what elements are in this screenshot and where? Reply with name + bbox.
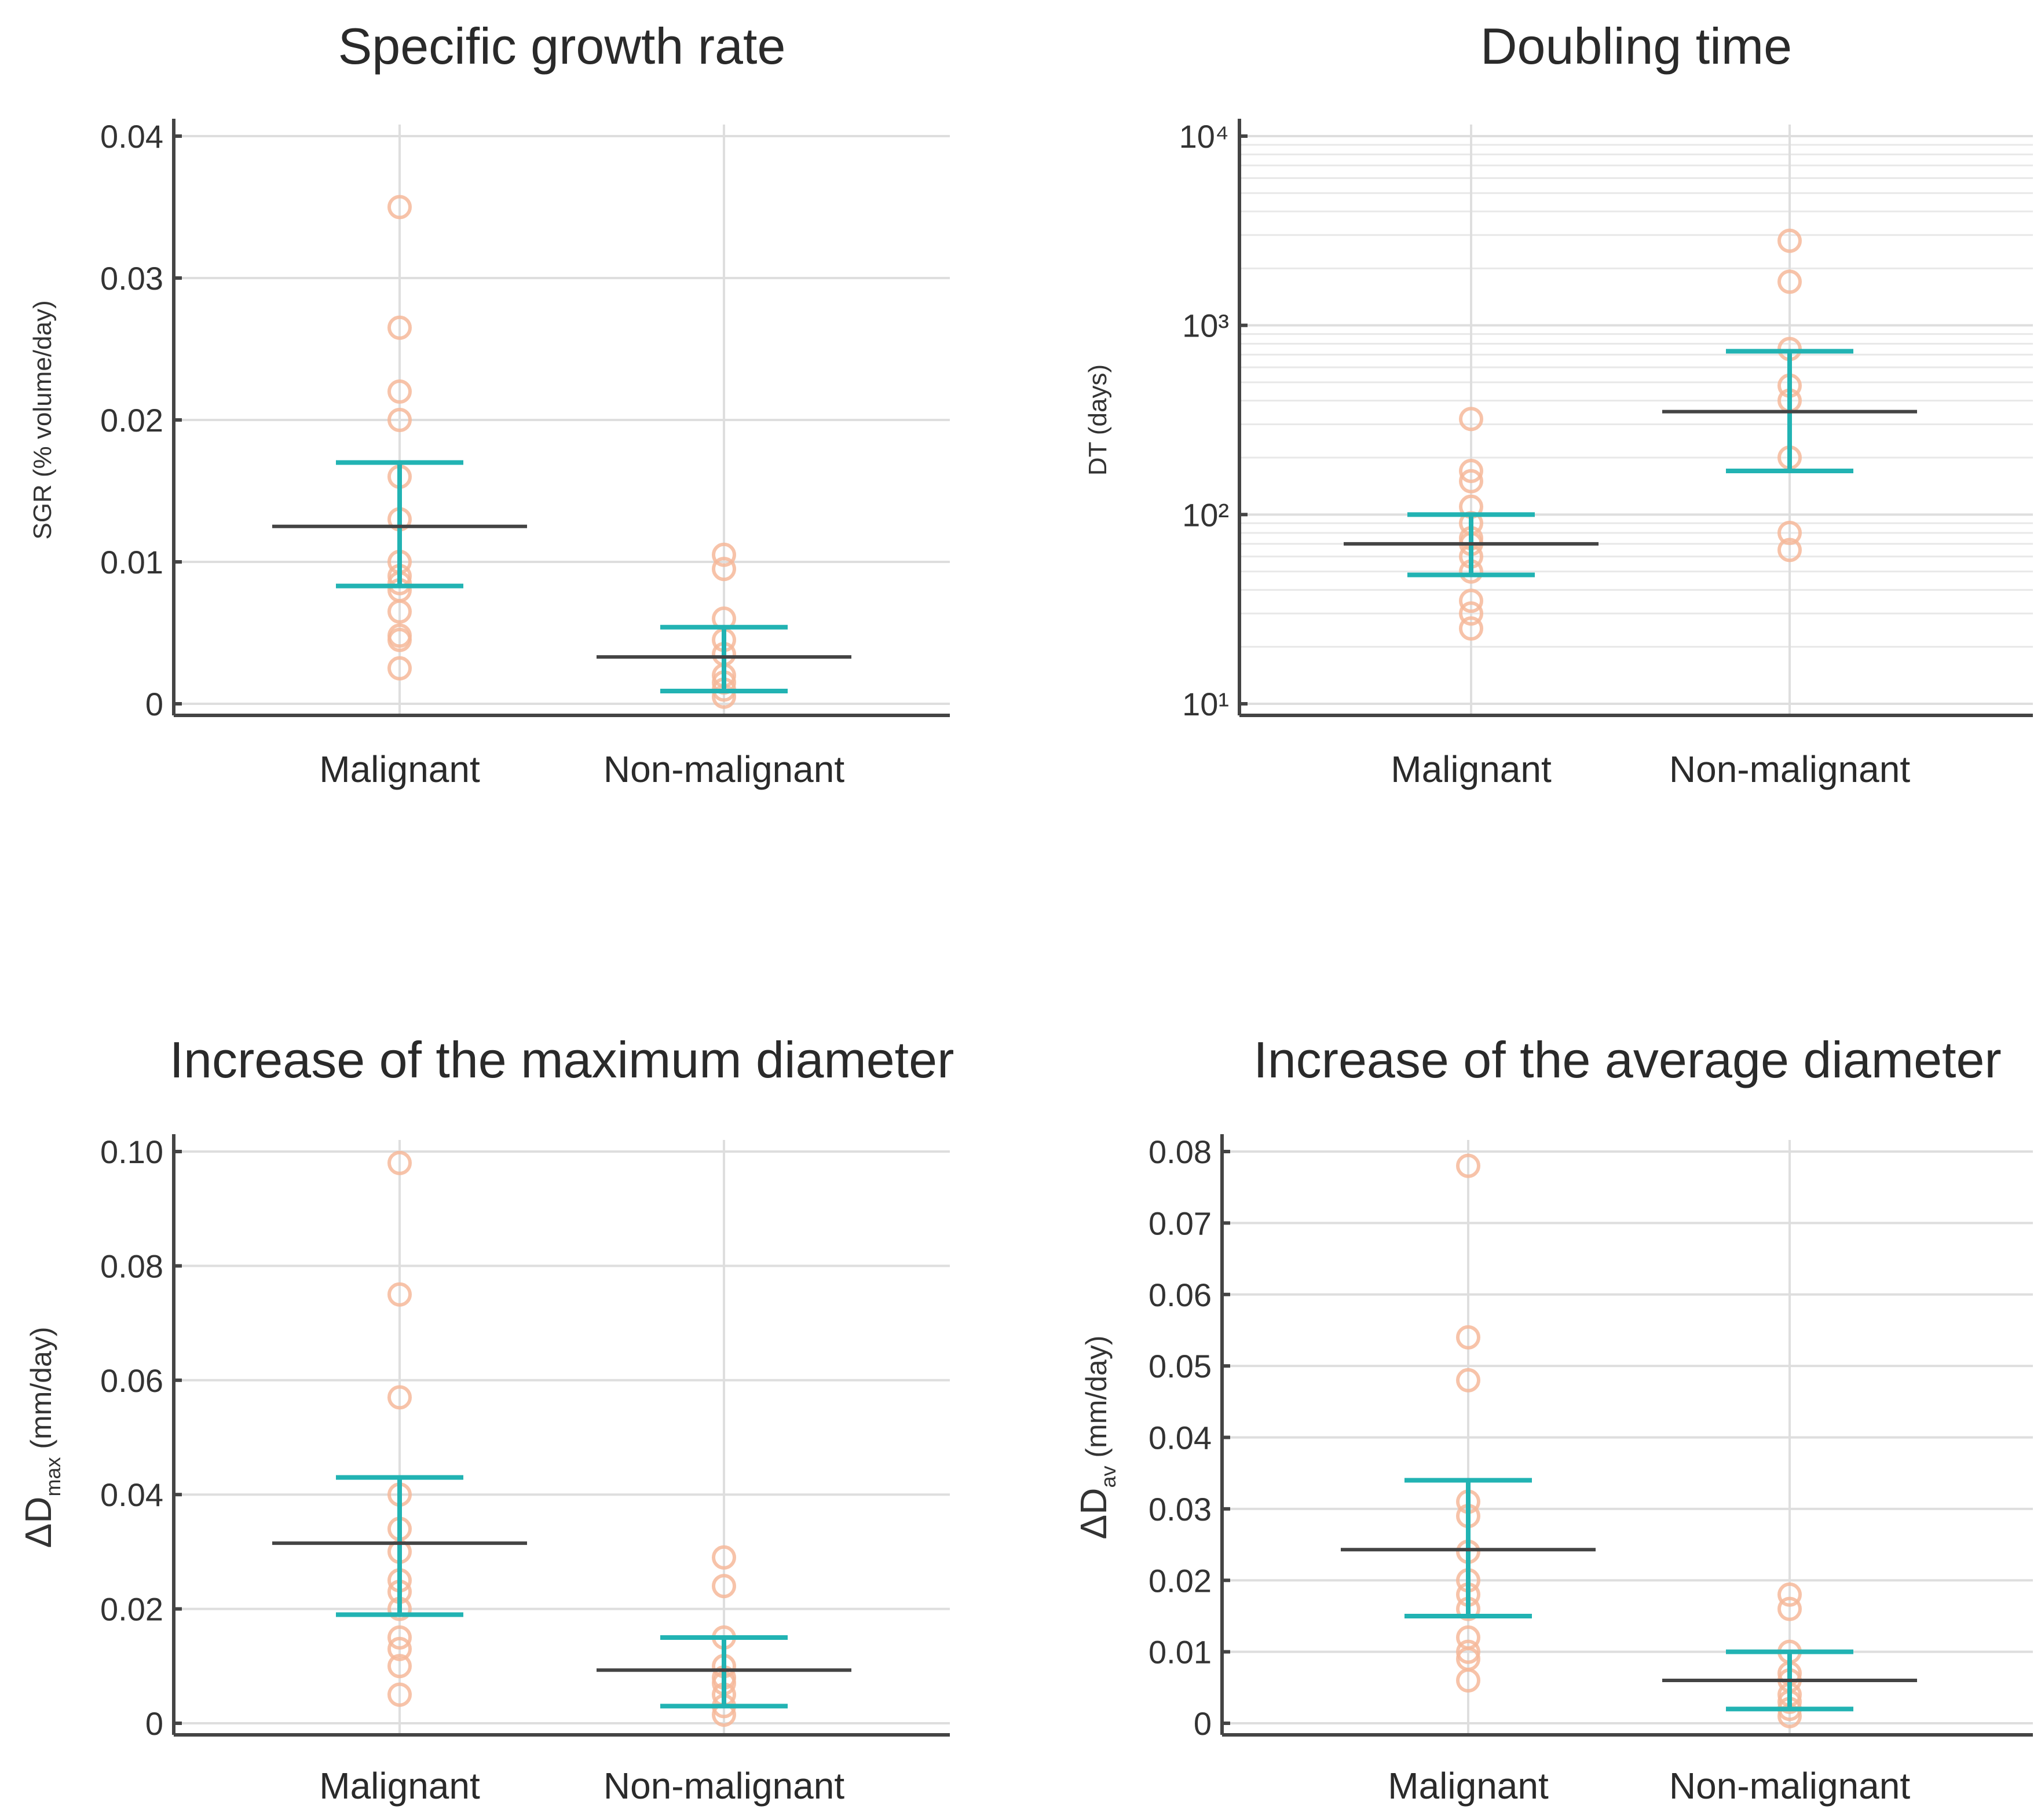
y-tick-label: 0	[145, 686, 163, 722]
x-category-label: Non-malignant	[1669, 1765, 1910, 1807]
data-point	[1459, 589, 1483, 613]
data-point	[387, 195, 412, 220]
y-tick-label: 0.02	[100, 1591, 163, 1628]
data-point	[387, 1654, 412, 1679]
x-category-label: Malignant	[1388, 1765, 1549, 1807]
y-tick-label: 0.04	[100, 118, 163, 155]
y-axis-label: SGR (% volume/day)	[28, 300, 57, 539]
data-point	[1777, 520, 1802, 545]
data-point	[1456, 1639, 1480, 1664]
x-category-label: Non-malignant	[603, 748, 844, 790]
panel-specific-growth-rate: Specific growth rate 0 0.01 0.02 0.03 0.04 Mal…	[28, 17, 950, 790]
y-axis-label-main: ΔD	[17, 1497, 59, 1548]
y-tick-label: 10³	[1182, 308, 1229, 344]
data-point	[1777, 228, 1802, 253]
y-tick-label: 0.04	[100, 1477, 163, 1513]
y-axis-label-unit: (mm/day)	[1080, 1336, 1113, 1466]
y-axis-label-subscript: av	[1096, 1466, 1120, 1488]
y-tick-label: 0.06	[1148, 1277, 1212, 1313]
chart-title: Increase of the average diameter	[1253, 1031, 2001, 1088]
data-point	[1777, 1582, 1802, 1607]
data-point	[1459, 407, 1483, 432]
data-point	[1459, 469, 1483, 494]
data-point	[1459, 601, 1483, 626]
y-tick-label: 0.10	[100, 1134, 163, 1170]
y-tick-label: 0.08	[1148, 1134, 1212, 1170]
panel-average-diameter-increase: Increase of the average diameter 0 0.01 0.0…	[1073, 1031, 2033, 1807]
y-tick-label: 0.07	[1148, 1205, 1212, 1241]
data-point	[1459, 459, 1483, 484]
data-point	[1777, 269, 1802, 294]
y-axis-label: ΔDav (mm/day)	[1073, 1336, 1120, 1540]
panel-doubling-time: Doubling time 10¹ 10² 10³ 10⁴ Malignant Non-ma…	[1084, 17, 2033, 790]
data-point	[387, 599, 412, 624]
data-point	[1777, 1596, 1802, 1621]
y-axis-label: ΔDmax (mm/day)	[17, 1327, 65, 1548]
data-point	[712, 557, 736, 582]
x-category-label: Non-malignant	[603, 1765, 844, 1807]
x-category-label: Non-malignant	[1669, 748, 1910, 790]
data-point	[387, 1385, 412, 1410]
chart-title: Doubling time	[1480, 17, 1792, 75]
data-point	[1456, 1368, 1480, 1393]
chart-title: Specific growth rate	[338, 17, 786, 75]
data-point	[387, 627, 412, 652]
data-point	[712, 542, 736, 567]
data-point	[387, 379, 412, 404]
y-tick-label: 0.03	[100, 260, 163, 297]
data-point	[387, 408, 412, 432]
y-axis-label-unit: (mm/day)	[25, 1327, 57, 1457]
chart-title: Increase of the maximum diameter	[170, 1031, 954, 1088]
y-tick-label: 0.01	[1148, 1634, 1212, 1671]
y-tick-label: 0.02	[100, 402, 163, 438]
data-point	[1456, 1668, 1480, 1693]
data-point	[387, 656, 412, 681]
y-tick-label: 10¹	[1182, 686, 1229, 722]
data-point	[387, 1150, 412, 1175]
y-axis-label: DT (days)	[1084, 364, 1112, 476]
x-category-label: Malignant	[1391, 748, 1552, 790]
y-tick-label: 0.06	[100, 1362, 163, 1399]
data-point	[1459, 616, 1483, 641]
data-point	[1456, 1325, 1480, 1350]
data-point	[387, 1625, 412, 1650]
y-tick-label: 10²	[1182, 496, 1229, 533]
y-tick-label: 0	[1194, 1705, 1212, 1742]
y-tick-label: 0.05	[1148, 1348, 1212, 1384]
data-point	[387, 1636, 412, 1661]
y-tick-label: 0.04	[1148, 1420, 1212, 1456]
y-tick-label: 0.08	[100, 1248, 163, 1284]
x-category-label: Malignant	[319, 1765, 480, 1807]
data-point	[1777, 538, 1802, 562]
y-axis-label-subscript: max	[41, 1457, 65, 1497]
y-tick-label: 10⁴	[1179, 118, 1229, 155]
data-point	[712, 1574, 736, 1599]
y-axis-label-main: ΔD	[1073, 1488, 1114, 1540]
panel-max-diameter-increase: Increase of the maximum diameter 0 0.02 0.0…	[17, 1031, 954, 1807]
x-category-label: Malignant	[319, 748, 480, 790]
y-tick-label: 0.01	[100, 544, 163, 580]
data-point	[1456, 1153, 1480, 1178]
y-tick-label: 0	[145, 1705, 163, 1742]
y-tick-label: 0.02	[1148, 1562, 1212, 1599]
data-point	[387, 1682, 412, 1707]
data-point	[712, 1545, 736, 1570]
y-tick-label: 0.03	[1148, 1491, 1212, 1527]
data-point	[387, 1282, 412, 1307]
data-point	[387, 315, 412, 340]
